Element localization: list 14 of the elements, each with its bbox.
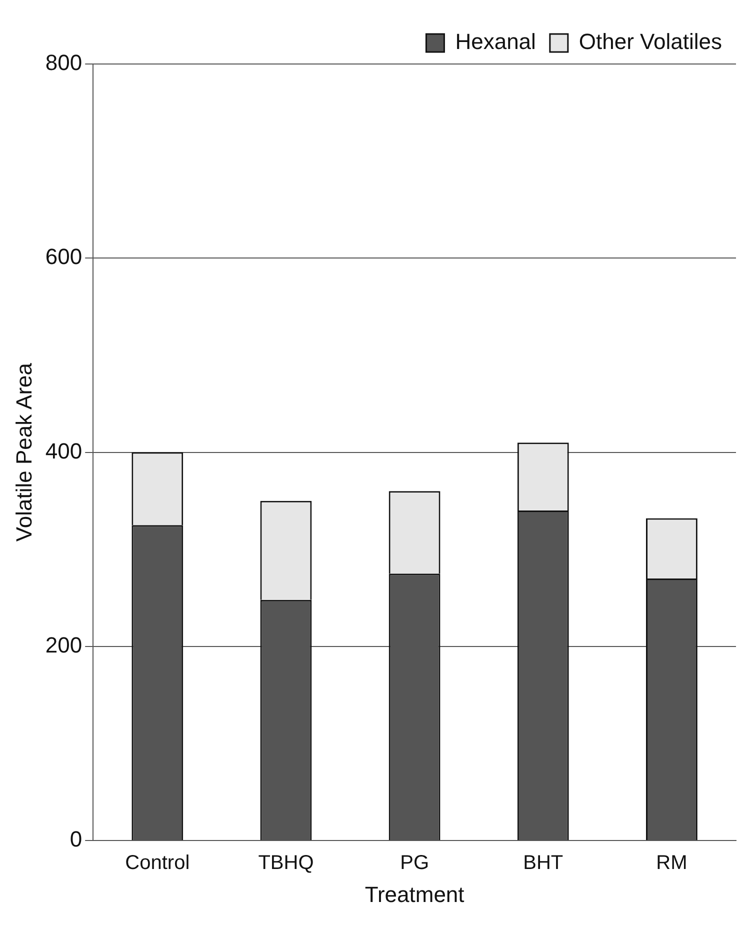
- x-axis-title: Treatment: [364, 882, 464, 907]
- y-tick-label: 800: [45, 50, 82, 76]
- legend-label: Hexanal: [455, 29, 536, 54]
- x-tick-label: TBHQ: [258, 852, 314, 874]
- x-tick-label: Control: [125, 852, 190, 874]
- y-axis-title: Volatile Peak Area: [11, 362, 36, 542]
- legend-label: Other Volatiles: [578, 29, 722, 54]
- x-tick-label: PG: [400, 852, 430, 874]
- x-tick-label: BHT: [523, 852, 564, 874]
- x-tick-label: RM: [656, 852, 688, 874]
- y-tick-label: 600: [45, 244, 82, 270]
- y-tick-label: 400: [45, 438, 82, 464]
- y-tick-label: 0: [70, 826, 82, 852]
- y-tick-label: 200: [45, 632, 82, 658]
